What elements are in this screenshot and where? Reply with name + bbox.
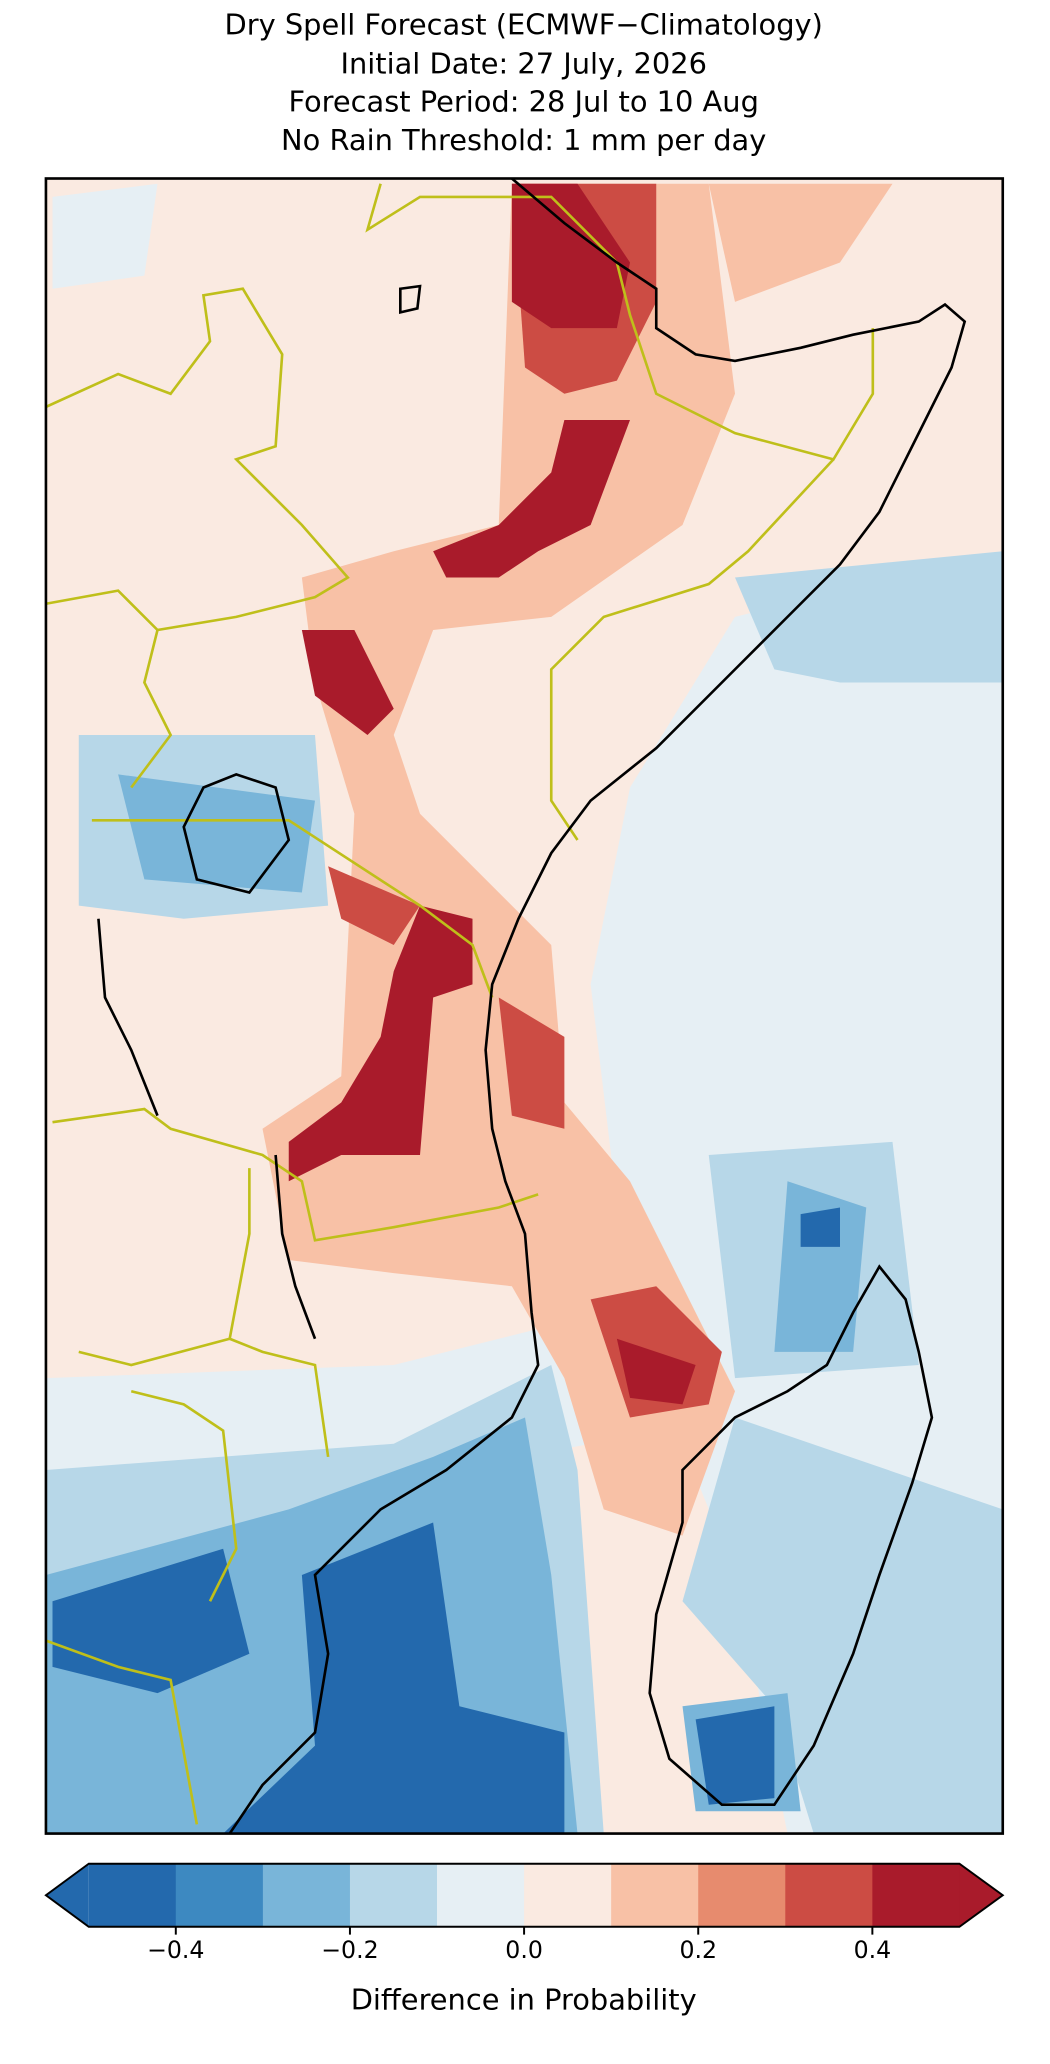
title-line: Initial Date: 27 July, 2026 — [340, 47, 706, 81]
title-line: No Rain Threshold: 1 mm per day — [281, 123, 766, 157]
colorbar-outline — [44, 1862, 1005, 1928]
colorbar-bin — [349, 1863, 438, 1927]
colorbar-bin — [524, 1863, 612, 1927]
colorbar-extend-max — [959, 1863, 1003, 1927]
title-line: Dry Spell Forecast (ECMWF−Climatology) — [224, 7, 822, 41]
colorbar-tick-label: −0.2 — [321, 1936, 378, 1964]
colorbar-bin — [437, 1863, 525, 1927]
map — [45, 178, 1003, 1834]
colorbar-bin — [872, 1863, 961, 1927]
title-line: Forecast Period: 28 Jul to 10 Aug — [288, 85, 758, 119]
colorbar-tick-label: 0.4 — [854, 1936, 892, 1964]
map-frame — [44, 177, 1005, 1835]
colorbar-tick-label: −0.4 — [147, 1936, 204, 1964]
colorbar-bin — [175, 1863, 264, 1927]
field-dark-blue — [52, 1207, 840, 1834]
colorbar-tick-label: 0.2 — [679, 1936, 717, 1964]
colorbar-bin — [88, 1863, 177, 1927]
title: Dry Spell Forecast (ECMWF−Climatology) I… — [224, 7, 822, 157]
field-dark-red — [288, 183, 696, 1405]
colorbar-tick-label: 0.0 — [505, 1936, 543, 1964]
colorbar-bin — [611, 1863, 699, 1927]
colorbar-bin — [785, 1863, 874, 1927]
field-light-red — [262, 183, 893, 1536]
colorbar-extend-min — [45, 1863, 89, 1927]
coastline — [97, 178, 967, 1834]
figure-body: Dry Spell Forecast (ECMWF−Climatology) I… — [44, 7, 1005, 2017]
colorbar-bin — [698, 1863, 786, 1927]
colorbar: −0.4 −0.2 0.0 0.2 0.4 — [44, 1862, 1005, 1964]
country-borders — [45, 183, 875, 1825]
colorbar-bin — [262, 1863, 351, 1927]
colorbar-label: Difference in Probability — [351, 1983, 697, 2017]
